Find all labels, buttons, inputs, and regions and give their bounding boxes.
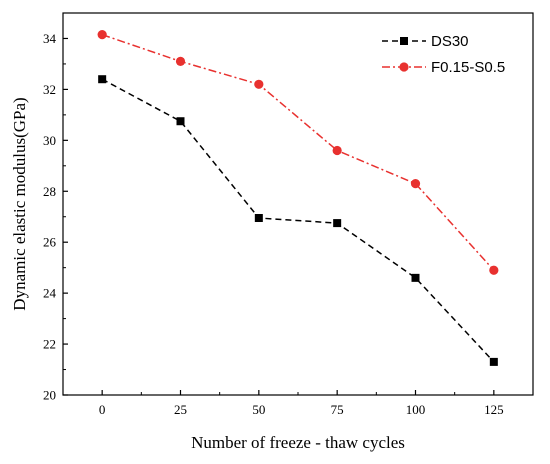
x-tick-label-50: 50	[252, 402, 265, 417]
legend-marker-ds30	[400, 37, 408, 45]
data-point-f0-15-s0-5	[489, 265, 499, 275]
data-point-f0-15-s0-5	[332, 145, 342, 156]
x-tick-label-100: 100	[406, 402, 426, 417]
data-point-ds30	[176, 117, 185, 126]
x-tick-label-125: 125	[484, 402, 504, 417]
y-axis-title: Dynamic elastic modulus(GPa)	[10, 97, 29, 310]
legend: DS30 F0.15-S0.5	[382, 33, 505, 76]
x-tick-label-25: 25	[174, 402, 187, 417]
data-point-f0-15-s0-5	[175, 56, 186, 66]
data-point-ds30	[333, 219, 342, 228]
y-tick-label-22: 22	[43, 337, 56, 352]
data-point-f0-15-s0-5	[410, 179, 421, 189]
data-point-ds30	[254, 214, 263, 223]
y-tick-label-28: 28	[43, 184, 56, 199]
data-point-f0-15-s0-5	[97, 30, 107, 40]
y-tick-label-32: 32	[43, 82, 56, 97]
series-line-f0-15-s0-5	[101, 33, 495, 271]
x-tick-label-0: 0	[99, 402, 106, 417]
y-tick-label-34: 34	[43, 31, 57, 46]
y-tick-label-30: 30	[43, 133, 56, 148]
series-line-ds30	[101, 78, 495, 363]
y-tick-label-24: 24	[43, 286, 57, 301]
x-tick-label-75: 75	[331, 402, 344, 417]
data-point-ds30	[489, 357, 498, 366]
y-tick-label-26: 26	[43, 235, 57, 250]
series-layer	[97, 30, 499, 366]
legend-marker-f015	[399, 62, 409, 72]
x-axis-title: Number of freeze - thaw cycles	[191, 433, 405, 452]
y-tick-label-20: 20	[43, 388, 56, 403]
legend-label-f015: F0.15-S0.5	[431, 59, 505, 76]
data-point-ds30	[98, 75, 107, 84]
legend-label-ds30: DS30	[431, 33, 469, 50]
data-point-ds30	[411, 273, 420, 282]
data-point-f0-15-s0-5	[254, 79, 264, 89]
ticks-layer: 20 22 24 26 28 30 32 34 0 25 50 75 100 125	[43, 31, 504, 417]
